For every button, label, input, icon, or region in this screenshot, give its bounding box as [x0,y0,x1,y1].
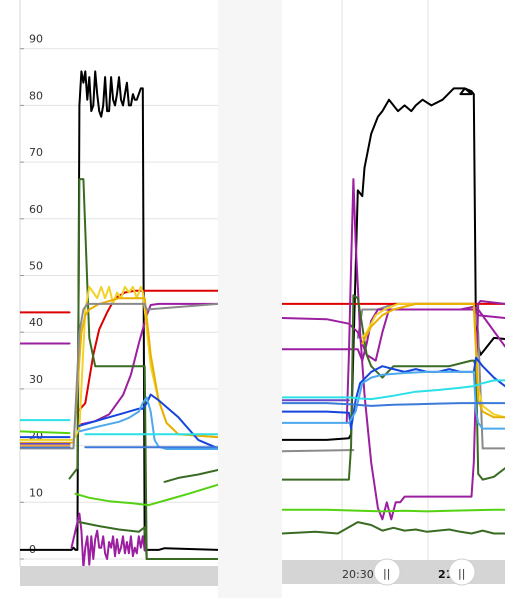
y-tick-label-10: 10 [29,486,43,499]
y-tick-label-40: 40 [29,316,43,329]
series-line-0-5 [78,302,218,426]
series-line-0-0 [20,70,218,551]
scrollbar-handle-right[interactable]: || [448,558,476,586]
series-line-1-14 [282,379,505,401]
series-line-0-15 [78,393,218,450]
handle-grip-right: || [458,567,465,580]
series-line-0-7 [78,521,218,560]
left-scrollbar-track[interactable] [20,566,218,586]
series-line-0-12 [20,297,218,444]
series-line-1-8 [282,521,505,535]
scrollbar-handle-left[interactable]: || [373,558,401,586]
series-line-0-4 [70,512,146,566]
series-line-0-9 [74,483,218,507]
series-line-1-1 [282,449,355,453]
series-line-1-9 [282,508,505,513]
panel-gap [218,0,282,598]
series-line-0-8 [163,469,218,483]
left-series-group [20,70,218,566]
series-line-1-11 [361,302,505,419]
handle-grip-left: || [383,567,390,580]
y-tick-label-30: 30 [29,373,43,386]
series-line-1-13 [282,370,505,430]
series-line-0-13 [20,302,218,450]
y-tick-label-80: 80 [29,89,43,102]
series-line-1-12 [282,356,505,430]
right-series-group [282,87,505,535]
series-line-1-15 [282,402,505,407]
y-tick-label-90: 90 [29,33,43,46]
y-tick-label-70: 70 [29,146,43,159]
series-line-0-10 [20,430,71,435]
right-chart-panel: 20:30 21:00 || || [282,0,505,586]
left-plot-background [20,0,218,566]
series-line-0-6 [68,178,148,560]
right-gridlines [341,0,429,560]
y-tick-label-50: 50 [29,260,43,273]
time-label-2030: 20:30 [342,568,374,581]
y-tick-label-60: 60 [29,203,43,216]
series-line-1-0 [282,87,505,441]
